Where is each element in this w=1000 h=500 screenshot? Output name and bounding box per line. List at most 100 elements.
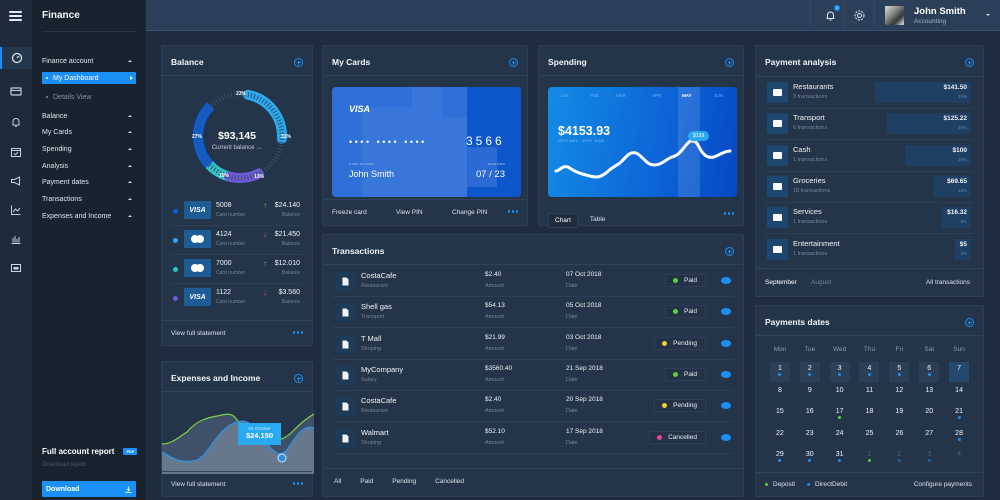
menu-icon[interactable] bbox=[9, 11, 22, 23]
nav-item-transactions[interactable]: Transactions bbox=[42, 193, 136, 205]
nav-item-finance-account[interactable]: Finance account bbox=[42, 55, 136, 67]
filter-all[interactable]: All bbox=[334, 478, 342, 485]
tab-table[interactable]: Table bbox=[589, 216, 606, 223]
calendar-day[interactable]: 15 bbox=[776, 408, 784, 415]
calendar-day[interactable]: 4 bbox=[957, 451, 962, 458]
list-item[interactable]: Restaurants 3 transactions $141.50 32% bbox=[765, 78, 974, 109]
list-item[interactable]: Transport 6 transactions $125.22 28% bbox=[765, 109, 974, 141]
more-icon[interactable] bbox=[292, 482, 303, 485]
add-icon[interactable] bbox=[725, 247, 734, 256]
list-item[interactable]: Groceries 16 transactions $69.65 14% bbox=[765, 172, 974, 203]
list-item[interactable]: Entertainment 1 transactions $5 3% bbox=[765, 235, 974, 266]
chevron-down-icon[interactable] bbox=[986, 14, 990, 16]
calendar-day[interactable]: 28 bbox=[944, 427, 974, 449]
calendar-day[interactable]: 27 bbox=[925, 429, 934, 437]
add-icon[interactable] bbox=[965, 58, 974, 67]
configure-payments-link[interactable]: Configure payments bbox=[913, 481, 972, 488]
nav-item-my-dashboard[interactable]: My Dashboard bbox=[42, 72, 136, 84]
avatar[interactable] bbox=[885, 6, 904, 25]
cards-icon[interactable] bbox=[0, 80, 32, 102]
nav-item-details-view[interactable]: Details View bbox=[42, 91, 136, 103]
gear-icon[interactable] bbox=[853, 9, 866, 22]
calendar-day[interactable]: 11 bbox=[865, 386, 874, 394]
calendar-day[interactable]: 9 bbox=[807, 386, 812, 394]
tab-chart[interactable]: Chart bbox=[548, 213, 578, 228]
add-icon[interactable] bbox=[965, 318, 974, 327]
add-icon[interactable] bbox=[725, 58, 734, 67]
eye-icon[interactable] bbox=[721, 339, 731, 347]
add-icon[interactable] bbox=[294, 58, 303, 67]
bar-chart-icon[interactable] bbox=[0, 228, 32, 250]
add-icon[interactable] bbox=[509, 58, 518, 67]
table-row[interactable]: CostaCafe Restaurant $2.40 Amount 20 Sep 201… bbox=[332, 391, 734, 423]
credit-card[interactable]: VISA •••• •••• •••• 3566 CARD HOLDER Joh… bbox=[332, 87, 521, 197]
freeze-card-button[interactable]: Freeze card bbox=[332, 209, 367, 216]
card-row[interactable]: VISA 1122 Card number ↓ $3.560 Balance bbox=[171, 285, 303, 313]
calendar-day[interactable]: 4 bbox=[855, 362, 885, 384]
megaphone-icon[interactable] bbox=[0, 170, 32, 192]
calendar-day[interactable]: 3 bbox=[825, 362, 855, 384]
calendar-day[interactable]: 2 bbox=[795, 362, 825, 384]
card-row[interactable]: 4124 Card number ↓ $21.450 Balance bbox=[171, 227, 303, 255]
calendar-day[interactable]: 10 bbox=[835, 386, 844, 394]
eye-icon[interactable] bbox=[721, 308, 731, 316]
report-icon[interactable] bbox=[0, 257, 32, 279]
line-chart-icon[interactable] bbox=[0, 199, 32, 221]
user-name[interactable]: John Smith bbox=[914, 6, 966, 17]
add-icon[interactable] bbox=[294, 374, 303, 383]
nav-item-analysis[interactable]: Analysis bbox=[42, 160, 136, 172]
card-row[interactable]: VISA 5008 Card number ↑ $24.140 Balance bbox=[171, 198, 303, 226]
nav-item-balance[interactable]: Balance bbox=[42, 110, 136, 122]
calendar-day[interactable]: 3 bbox=[914, 448, 944, 470]
table-row[interactable]: MyCompany Salary $3560.40 Amount 21 Sep 2018… bbox=[332, 360, 734, 391]
dashboard-icon[interactable] bbox=[0, 47, 32, 69]
change-pin-button[interactable]: Change PIN bbox=[452, 209, 488, 216]
calendar-day[interactable]: 23 bbox=[805, 429, 814, 437]
eye-icon[interactable] bbox=[721, 402, 731, 410]
calendar-icon[interactable] bbox=[0, 141, 32, 163]
calendar-day[interactable]: 20 bbox=[925, 408, 934, 415]
view-pin-button[interactable]: View PIN bbox=[396, 209, 423, 216]
calendar-day[interactable]: 6 bbox=[914, 362, 944, 384]
calendar-day[interactable]: 31 bbox=[825, 448, 855, 470]
tab-september[interactable]: September bbox=[765, 279, 797, 286]
calendar-day[interactable]: 13 bbox=[925, 386, 934, 394]
list-item[interactable]: Cash 1 transactions $100 25% bbox=[765, 141, 974, 172]
calendar-day[interactable]: 14 bbox=[955, 386, 963, 394]
view-statement-link[interactable]: View full statement bbox=[171, 330, 226, 337]
more-icon[interactable] bbox=[507, 210, 518, 213]
nav-item-expenses-income[interactable]: Expenses and Income bbox=[42, 210, 136, 222]
more-icon[interactable] bbox=[723, 212, 734, 215]
eye-icon[interactable] bbox=[721, 277, 731, 284]
calendar-day[interactable]: 22 bbox=[776, 429, 784, 437]
current-balance-link[interactable]: Current balance → bbox=[211, 145, 263, 151]
eye-icon[interactable] bbox=[721, 370, 731, 378]
eye-icon[interactable] bbox=[721, 433, 731, 441]
calendar-day[interactable]: 5 bbox=[884, 362, 914, 384]
bell-icon[interactable] bbox=[824, 9, 837, 22]
calendar-day[interactable]: 8 bbox=[777, 386, 782, 394]
calendar-day[interactable]: 19 bbox=[895, 408, 904, 415]
calendar-day[interactable]: 1 bbox=[855, 448, 885, 470]
calendar-day[interactable]: 18 bbox=[865, 408, 874, 415]
calendar-day[interactable]: 25 bbox=[865, 429, 874, 437]
calendar-day[interactable]: 1 bbox=[765, 362, 795, 384]
calendar-day[interactable]: 21 bbox=[944, 405, 974, 427]
calendar-day[interactable]: 2 bbox=[884, 448, 914, 470]
all-transactions-link[interactable]: All transactions bbox=[925, 279, 970, 286]
card-row[interactable]: 7000 Card number ↑ $12.010 Balance bbox=[171, 256, 303, 284]
calendar-day[interactable]: 26 bbox=[895, 429, 904, 437]
nav-item-spending[interactable]: Spending bbox=[42, 143, 136, 155]
calendar-day[interactable]: 7 bbox=[944, 362, 974, 384]
filter-paid[interactable]: Paid bbox=[360, 478, 374, 485]
filter-pending[interactable]: Pending bbox=[392, 478, 417, 485]
calendar-day[interactable]: 12 bbox=[895, 386, 904, 394]
table-row[interactable]: Walmart Shoping $52.10 Amount 17 Sep 2018 Dat… bbox=[332, 423, 734, 454]
bell-icon[interactable] bbox=[0, 111, 32, 133]
table-row[interactable]: T Mall Shoping $21.99 Amount 03 Oct 2018 Date… bbox=[332, 329, 734, 360]
calendar-day[interactable]: 29 bbox=[765, 448, 795, 470]
calendar-day[interactable]: 17 bbox=[825, 405, 855, 427]
view-statement-link[interactable]: View full statement bbox=[171, 481, 226, 488]
more-icon[interactable] bbox=[292, 331, 303, 334]
calendar-day[interactable]: 16 bbox=[805, 408, 814, 415]
